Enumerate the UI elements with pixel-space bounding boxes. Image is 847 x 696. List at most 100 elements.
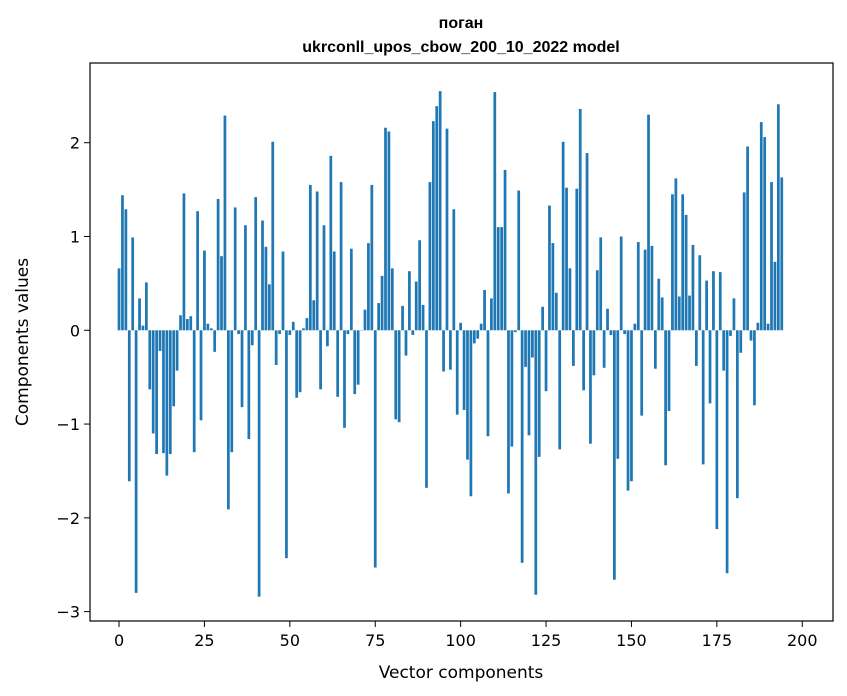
bar [421, 304, 425, 331]
bar [537, 330, 541, 457]
bar [749, 330, 753, 341]
bar [285, 330, 288, 559]
bar [414, 281, 418, 331]
bar [319, 330, 322, 390]
bar [226, 330, 230, 510]
bar [144, 282, 148, 331]
bar [295, 330, 299, 398]
bar [602, 330, 606, 368]
x-tick-label: 150 [616, 631, 647, 650]
bar [691, 244, 695, 331]
bar [390, 268, 394, 331]
bar-series [117, 91, 784, 597]
bar [657, 278, 661, 331]
x-axis-label: Vector components [379, 663, 544, 683]
bar [401, 305, 404, 331]
bar [244, 225, 247, 331]
bar [162, 330, 165, 454]
x-tick-label: 175 [702, 631, 733, 650]
bar [558, 330, 562, 450]
bar [640, 330, 644, 416]
bar [780, 177, 784, 331]
y-axis-label: Components values [13, 258, 33, 426]
bar [472, 330, 476, 344]
bar [626, 330, 630, 491]
bar [332, 251, 336, 331]
bar [326, 330, 329, 347]
bar [466, 330, 469, 460]
bar [431, 121, 435, 331]
bar [739, 330, 743, 353]
bar [131, 237, 135, 331]
bar [158, 330, 162, 351]
bar [715, 330, 719, 530]
bar [199, 330, 203, 421]
bar [339, 182, 343, 331]
bar [513, 330, 517, 333]
x-tick-label: 200 [787, 631, 818, 650]
bar [438, 91, 442, 331]
bar [613, 330, 616, 580]
bar [380, 275, 384, 331]
bar [247, 330, 251, 440]
bar [172, 330, 176, 407]
bar [476, 330, 480, 339]
bar [428, 182, 432, 331]
bar [189, 316, 193, 331]
bar [435, 106, 439, 331]
bar [418, 240, 422, 331]
bar [141, 325, 145, 331]
chart-title-line2: ukrconll_upos_cbow_200_10_2022 model [302, 39, 619, 56]
bar [223, 115, 227, 331]
bar [308, 184, 312, 331]
bar [763, 137, 767, 331]
bar [643, 249, 647, 331]
bar [264, 246, 268, 331]
bar [773, 261, 777, 331]
bar [278, 330, 281, 335]
bar [404, 330, 408, 356]
bar [127, 330, 131, 482]
bar [776, 104, 780, 331]
bar [486, 330, 490, 437]
bar [582, 330, 585, 391]
bar [636, 242, 640, 331]
bar [609, 330, 613, 335]
bar [630, 330, 633, 482]
bar [250, 330, 254, 346]
bar [254, 197, 258, 331]
bar [203, 250, 206, 331]
bar [425, 330, 428, 488]
bar [585, 153, 589, 331]
bar [544, 330, 548, 392]
bar [459, 322, 463, 331]
bar [483, 289, 486, 331]
bar [267, 284, 271, 331]
y-tick-label: −1 [56, 415, 80, 434]
bar [681, 194, 685, 331]
bar [698, 255, 702, 331]
bar [117, 268, 121, 331]
bar [599, 237, 603, 331]
y-axis-ticks: −3 −2 −1 0 1 2 [56, 134, 90, 622]
bar [271, 141, 275, 331]
bar [534, 330, 538, 595]
bar [240, 330, 244, 408]
bar [356, 330, 360, 385]
bar [315, 191, 319, 331]
bar [370, 184, 374, 331]
bar [729, 330, 732, 336]
x-tick-label: 100 [445, 631, 476, 650]
bar [725, 330, 729, 574]
bar [452, 209, 456, 331]
bar [449, 330, 452, 370]
bar [595, 270, 599, 331]
bar [230, 330, 234, 453]
bar [377, 303, 381, 331]
bar [667, 330, 671, 411]
bar [677, 296, 681, 331]
bar [281, 251, 285, 331]
bar [694, 330, 698, 366]
bar [138, 298, 141, 331]
